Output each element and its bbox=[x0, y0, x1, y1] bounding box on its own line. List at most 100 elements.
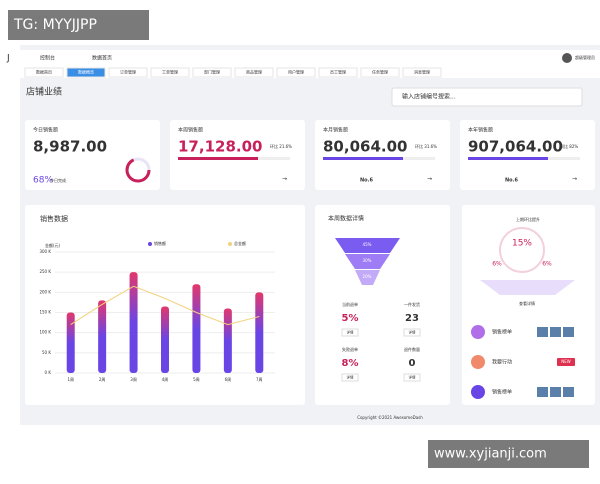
legend-label: 销售额 bbox=[154, 240, 166, 246]
arrow[interactable]: → bbox=[427, 176, 432, 183]
card-value: 17,128.00 bbox=[178, 138, 262, 156]
detail-button[interactable] bbox=[341, 328, 359, 337]
tab[interactable] bbox=[24, 67, 64, 78]
tab[interactable] bbox=[402, 67, 442, 78]
bar bbox=[223, 308, 232, 373]
y-tick-label: 300 K bbox=[39, 249, 51, 254]
right-card bbox=[462, 205, 595, 405]
card-note: 同比 82% bbox=[560, 143, 578, 149]
card-value: 907,064.00 bbox=[468, 138, 563, 156]
card-value: 8,987.00 bbox=[33, 138, 107, 156]
thumb bbox=[563, 387, 574, 397]
watermark-box bbox=[8, 10, 149, 40]
detail-button[interactable] bbox=[403, 373, 421, 382]
tab-label: 员工管理 bbox=[330, 69, 346, 75]
sidebar bbox=[0, 45, 20, 425]
thumb bbox=[537, 387, 548, 397]
ring-left: 6% bbox=[492, 261, 502, 268]
stat-card bbox=[460, 120, 595, 190]
search-box[interactable] bbox=[391, 87, 583, 107]
card-note: 环比 21.6% bbox=[270, 143, 292, 149]
x-tick-label: 1周 bbox=[67, 376, 74, 382]
funnel-step bbox=[335, 238, 400, 253]
tab-label: 订单管理 bbox=[120, 69, 136, 75]
thumb bbox=[563, 327, 574, 337]
tab-label: 数据首页 bbox=[36, 69, 52, 75]
list-label: 销售榜单 bbox=[492, 389, 512, 396]
stat-card bbox=[170, 120, 305, 190]
tab[interactable] bbox=[192, 67, 232, 78]
stat-value: 8% bbox=[342, 358, 359, 369]
tab-label: 任务管理 bbox=[372, 69, 388, 75]
search-placeholder[interactable]: 输入店铺编号搜索... bbox=[402, 93, 456, 101]
platform bbox=[480, 280, 575, 295]
detail-button[interactable] bbox=[341, 373, 359, 382]
progress-fill bbox=[468, 157, 548, 160]
legend-marker bbox=[228, 242, 232, 246]
badge bbox=[557, 358, 575, 366]
thumb bbox=[537, 327, 548, 337]
stat-card bbox=[315, 120, 450, 190]
ring-center: 15% bbox=[512, 239, 532, 249]
detail-label: 详情 bbox=[409, 375, 417, 380]
stat-label: 一件发货 bbox=[404, 301, 420, 307]
week-title: 本周数据详情 bbox=[328, 215, 364, 223]
tab[interactable] bbox=[360, 67, 400, 78]
tab-label: 消息管理 bbox=[414, 69, 430, 75]
funnel-label: 45% bbox=[363, 242, 372, 247]
bar bbox=[98, 300, 107, 373]
logo: J bbox=[6, 54, 10, 64]
tab-label: 部门管理 bbox=[204, 69, 220, 75]
watermark: www.xyjianji.com bbox=[434, 447, 547, 462]
funnel-label: 30% bbox=[363, 258, 372, 263]
tab[interactable] bbox=[318, 67, 358, 78]
tab[interactable] bbox=[276, 67, 316, 78]
x-tick-label: 5周 bbox=[193, 376, 200, 382]
card-label: 本月销售额 bbox=[323, 127, 348, 134]
arrow[interactable]: → bbox=[282, 176, 287, 183]
card-label: 今日销售额 bbox=[33, 127, 58, 134]
card-value: 80,064.00 bbox=[323, 138, 407, 156]
tab[interactable] bbox=[150, 67, 190, 78]
bar bbox=[192, 284, 201, 373]
detail-label: 详情 bbox=[347, 330, 355, 335]
avatar bbox=[562, 53, 572, 63]
home[interactable]: 控制台 bbox=[40, 55, 55, 62]
y-tick-label: 50 K bbox=[42, 350, 51, 355]
bar bbox=[129, 272, 138, 373]
x-tick-label: 7周 bbox=[256, 376, 263, 382]
tab[interactable] bbox=[108, 67, 148, 78]
page-title: 店铺业绩 bbox=[26, 86, 62, 98]
arrow[interactable]: → bbox=[572, 176, 577, 183]
ring bbox=[499, 227, 545, 273]
detail-button[interactable] bbox=[403, 328, 421, 337]
tab[interactable] bbox=[234, 67, 274, 78]
stat-label: 当前退单 bbox=[342, 301, 358, 307]
x-tick-label: 2周 bbox=[99, 376, 106, 382]
bar bbox=[255, 292, 264, 373]
watermark-box bbox=[428, 440, 589, 468]
y-tick-label: 100 K bbox=[39, 330, 51, 335]
tab-label: 数据概览 bbox=[78, 69, 94, 75]
line-series bbox=[70, 285, 260, 326]
funnel-label: 20% bbox=[363, 274, 372, 279]
week-card bbox=[315, 205, 450, 405]
user[interactable]: 超级管理员 bbox=[575, 54, 595, 60]
list-label: 销售榜单 bbox=[492, 329, 512, 336]
tab[interactable] bbox=[66, 67, 106, 78]
stat-label: 失败退单 bbox=[342, 346, 358, 352]
stat-value: 5% bbox=[342, 313, 359, 324]
funnel-step bbox=[345, 254, 390, 269]
funnel-step bbox=[355, 270, 380, 285]
stat-value: 0 bbox=[409, 358, 416, 369]
thumb bbox=[550, 327, 561, 337]
y-tick-label: 0 K bbox=[45, 370, 52, 375]
detail-label: 详情 bbox=[347, 375, 355, 380]
thumb bbox=[550, 387, 561, 397]
chart-title: 销售数据 bbox=[40, 214, 68, 223]
chart-card bbox=[25, 205, 305, 405]
x-tick-label: 3周 bbox=[130, 376, 137, 382]
card-rate: 68% bbox=[33, 176, 53, 186]
y-tick-label: 200 K bbox=[39, 289, 51, 294]
